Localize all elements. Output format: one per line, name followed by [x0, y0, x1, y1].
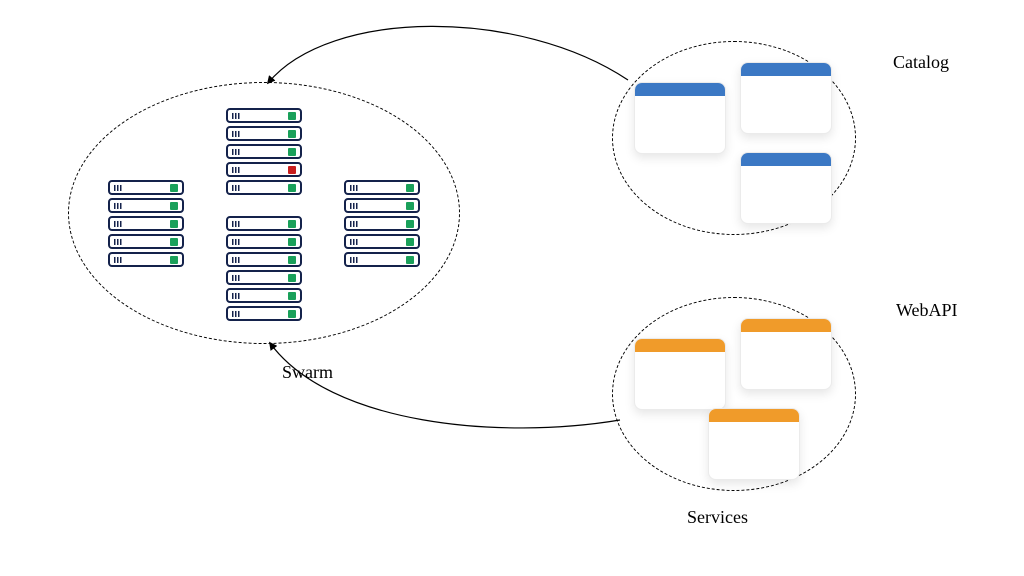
server-row [226, 126, 302, 141]
server-row [344, 198, 420, 213]
server-row [108, 252, 184, 267]
server-row [226, 306, 302, 321]
server-rack-2 [344, 180, 420, 267]
catalog-label: Catalog [893, 52, 949, 73]
webapi-card-bar [709, 409, 799, 422]
diagram-stage: Swarm Catalog WebAPI Services [0, 0, 1024, 576]
server-row [226, 252, 302, 267]
webapi-card-bar [635, 339, 725, 352]
services-label: Services [687, 507, 748, 528]
webapi-card-0 [634, 338, 726, 410]
webapi-label: WebAPI [896, 300, 958, 321]
catalog-card-bar [741, 153, 831, 166]
catalog-card-bar [635, 83, 725, 96]
server-row [108, 180, 184, 195]
server-rack-1 [108, 180, 184, 267]
server-row [344, 180, 420, 195]
server-row [226, 108, 302, 123]
server-row [226, 216, 302, 231]
server-row [108, 198, 184, 213]
swarm-label: Swarm [282, 362, 333, 383]
catalog-card-0 [634, 82, 726, 154]
server-row [226, 144, 302, 159]
arrow-webapi-to-swarm [270, 343, 620, 428]
catalog-card-1 [740, 62, 832, 134]
webapi-card-2 [708, 408, 800, 480]
server-row [226, 270, 302, 285]
server-row [344, 252, 420, 267]
server-row [226, 162, 302, 177]
server-row [344, 216, 420, 231]
server-row [108, 216, 184, 231]
server-row [226, 288, 302, 303]
catalog-card-2 [740, 152, 832, 224]
arrow-catalog-to-swarm [268, 26, 628, 83]
server-row [108, 234, 184, 249]
server-row [226, 180, 302, 195]
server-row [226, 234, 302, 249]
server-row [344, 234, 420, 249]
server-rack-3 [226, 216, 302, 321]
webapi-card-bar [741, 319, 831, 332]
catalog-card-bar [741, 63, 831, 76]
webapi-card-1 [740, 318, 832, 390]
server-rack-0 [226, 108, 302, 195]
